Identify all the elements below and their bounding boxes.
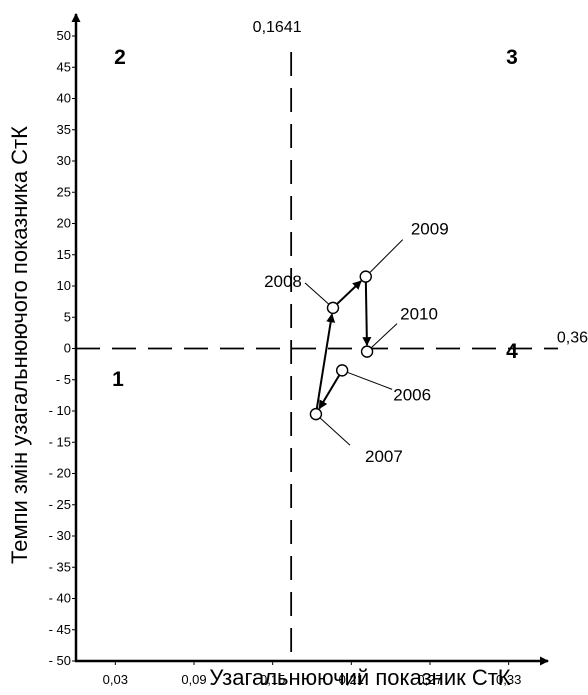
y-tick-label: 50 xyxy=(57,28,71,43)
x-tick-label: 0,21 xyxy=(339,672,364,687)
y-axis-title: Темпи змін узагальнюючого показника СтК xyxy=(7,126,32,564)
point-label-2008: 2008 xyxy=(264,272,302,291)
trajectory-arrow xyxy=(336,280,362,305)
data-point-2006 xyxy=(335,364,349,377)
trajectory-arrow xyxy=(318,374,341,410)
data-point-2009 xyxy=(359,270,372,283)
y-tick-label: 5 xyxy=(64,309,71,324)
x-tick-label: 0,15 xyxy=(260,672,285,687)
y-tick-label: 0 xyxy=(64,341,71,356)
y-tick-label: - 30 xyxy=(49,528,71,543)
y-tick-label: - 40 xyxy=(49,591,71,606)
y-tick-label: 10 xyxy=(57,278,71,293)
x-tick-label: 0,27 xyxy=(417,672,442,687)
y-tick-label: - 45 xyxy=(49,622,71,637)
y-tick-label: 40 xyxy=(57,91,71,106)
quadrant-label-1: 1 xyxy=(112,368,124,391)
quadrant-label-2: 2 xyxy=(114,46,126,69)
y-tick-label: 45 xyxy=(57,59,71,74)
leader-line xyxy=(304,282,330,305)
y-tick-label: - 10 xyxy=(49,403,71,418)
y-tick-label: 25 xyxy=(57,184,71,199)
trajectory-arrow xyxy=(362,282,372,347)
leader-line xyxy=(319,417,351,446)
data-point-2010 xyxy=(360,345,374,358)
leader-line xyxy=(370,323,398,349)
y-tick-label: - 20 xyxy=(49,466,71,481)
point-label-2006: 2006 xyxy=(393,385,431,404)
x-tick-label: 0,33 xyxy=(496,672,521,687)
x-axis-title: Узагальнюючий показник СтК xyxy=(209,665,510,690)
point-label-2007: 2007 xyxy=(365,447,403,466)
x-tick-label: 0,09 xyxy=(181,672,206,687)
y-tick-label: 30 xyxy=(57,153,71,168)
leader-line xyxy=(347,371,393,390)
y-tick-label: - 50 xyxy=(49,653,71,668)
data-point-2008 xyxy=(326,301,340,315)
x-tick-label: 0,03 xyxy=(103,672,128,687)
y-tick-label: 15 xyxy=(57,247,71,262)
y-tick-label: - 35 xyxy=(49,559,71,574)
quadrant-label-3: 3 xyxy=(506,46,518,69)
y-tick-label: 35 xyxy=(57,122,71,137)
y-tick-label: - 15 xyxy=(49,434,71,449)
vertical-reference-label: 0,1641 xyxy=(253,19,302,36)
point-label-2009: 2009 xyxy=(411,220,449,239)
y-tick-label: - 25 xyxy=(49,497,71,512)
horizontal-reference-label: 0,36 xyxy=(557,330,588,347)
trajectory-arrow xyxy=(315,313,336,409)
data-point-2007 xyxy=(309,407,323,421)
y-tick-label: 20 xyxy=(57,216,71,231)
y-tick-label: - 5 xyxy=(56,372,71,387)
quadrant-label-4: 4 xyxy=(506,340,518,363)
leader-line xyxy=(369,239,404,274)
point-label-2010: 2010 xyxy=(400,305,438,324)
